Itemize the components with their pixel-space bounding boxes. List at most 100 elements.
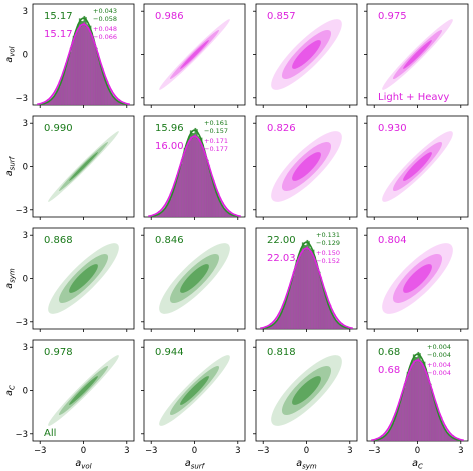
all-density-r2c1	[159, 243, 230, 314]
hist-bar-light-heavy	[446, 429, 449, 441]
y-tick-label: 0	[23, 51, 28, 61]
error-plus-light-heavy: +0.150	[316, 249, 340, 257]
hist-bar-light-heavy	[442, 421, 444, 441]
median-all: 15.96	[155, 123, 184, 134]
y-tick-labels-row-0: −3 0 3	[15, 7, 28, 104]
hist-bar-light-heavy	[423, 369, 426, 441]
hist-bar-light-heavy	[97, 52, 100, 105]
light-heavy-density-r0c1	[159, 19, 230, 90]
hist-bar-light-heavy	[278, 311, 281, 329]
correlation-light-heavy: 0.804	[378, 235, 407, 246]
hist-bar-light-heavy	[66, 60, 69, 105]
hist-bar-light-heavy	[335, 317, 338, 329]
error-minus-light-heavy: −0.177	[204, 145, 228, 153]
hist-bar-light-heavy	[408, 369, 411, 441]
all-contour-3	[180, 376, 209, 405]
hist-bar-light-heavy	[80, 26, 83, 105]
hist-bar-light-heavy	[111, 90, 113, 105]
hist-bar-light-heavy	[95, 49, 98, 105]
marginal-histogram-2	[260, 239, 353, 329]
hist-bar-light-heavy	[191, 138, 194, 217]
hist-bar-light-heavy	[219, 197, 221, 217]
hist-bar-light-heavy	[402, 390, 404, 441]
marginal-curve-light-heavy	[260, 247, 353, 329]
hist-bar-light-heavy	[214, 186, 217, 217]
correlation-light-heavy: 0.975	[378, 11, 407, 22]
hist-bar-light-heavy	[400, 396, 403, 441]
all-density-r1c0	[48, 131, 119, 202]
light-heavy-contour-3	[403, 152, 432, 181]
x-axis-label-surf: asurf	[185, 458, 206, 471]
hist-bar-light-heavy	[61, 74, 64, 105]
y-tick-label: −3	[15, 206, 28, 216]
y-tick-label: 3	[23, 7, 28, 17]
hist-bar-light-heavy	[199, 138, 201, 217]
hist-bar-light-heavy	[414, 362, 417, 441]
hist-bar-light-heavy	[405, 381, 407, 441]
correlation-light-heavy: 0.857	[267, 11, 296, 22]
hist-bar-light-heavy	[426, 374, 429, 441]
hist-bar-light-heavy	[222, 202, 224, 217]
error-plus-light-heavy: +0.171	[204, 137, 228, 145]
hist-bar-light-heavy	[320, 276, 323, 329]
hist-bar-light-heavy	[92, 38, 95, 105]
y-tick-label: 3	[23, 119, 28, 129]
hist-bar-light-heavy	[83, 21, 86, 105]
correlation-all: 0.944	[155, 347, 184, 358]
y-axis-label-sym: asym	[4, 268, 17, 289]
all-density-r3c1	[159, 355, 230, 426]
x-tick-label: 3	[347, 446, 352, 456]
hist-bar-light-heavy	[55, 87, 58, 105]
hist-bar-light-heavy	[309, 251, 312, 329]
hist-bar-light-heavy	[412, 360, 415, 441]
light-heavy-contour-3	[403, 40, 432, 69]
hist-bar-light-heavy	[318, 273, 321, 329]
hist-bar-light-heavy	[217, 192, 220, 217]
x-tick-label: 0	[415, 446, 420, 456]
hist-bar-light-heavy	[200, 145, 203, 217]
hist-bar-light-heavy	[294, 269, 296, 329]
hist-bar-light-heavy	[291, 278, 293, 329]
hist-bar-light-heavy	[171, 188, 174, 217]
hist-bar-light-heavy	[288, 286, 290, 329]
x-tick-label: 3	[458, 446, 463, 456]
y-tick-label: 3	[23, 343, 28, 353]
hist-bar-light-heavy	[105, 77, 107, 105]
hist-bar-light-heavy	[109, 88, 112, 105]
marginal-curve-all	[148, 129, 241, 217]
hist-bar-light-heavy	[292, 271, 295, 329]
hist-bar-light-heavy	[272, 321, 275, 329]
hist-bar-light-heavy	[304, 249, 307, 329]
light-heavy-density-r2c3	[382, 243, 453, 314]
hist-bar-light-heavy	[434, 400, 437, 441]
error-plus-all: +0.131	[316, 231, 340, 239]
hist-bar-light-heavy	[435, 403, 438, 441]
hist-bar-light-heavy	[168, 197, 171, 217]
hist-bar-light-heavy	[328, 301, 330, 329]
hist-bar-light-heavy	[439, 413, 441, 441]
hist-bar-light-heavy	[180, 159, 183, 217]
hist-bar-light-heavy	[77, 30, 80, 105]
hist-bar-light-heavy	[428, 381, 431, 441]
hist-bar-light-heavy	[98, 60, 101, 105]
error-minus-light-heavy: −0.152	[316, 257, 340, 265]
hist-bar-light-heavy	[425, 372, 427, 441]
hist-bar-light-heavy	[166, 199, 169, 217]
hist-bar-light-heavy	[392, 417, 395, 441]
y-tick-label: 0	[23, 387, 28, 397]
marginal-curve-light-heavy	[148, 135, 241, 217]
hist-bar-light-heavy	[194, 133, 197, 217]
error-plus-all: +0.161	[204, 119, 228, 127]
error-plus-light-heavy: +0.004	[427, 361, 451, 369]
median-all: 0.68	[378, 347, 400, 358]
error-minus-all: −0.004	[427, 351, 451, 359]
x-tick-label: −3	[34, 446, 47, 456]
all-contour-3	[69, 152, 98, 181]
y-tick-label: −3	[15, 430, 28, 440]
hist-bar-light-heavy	[179, 166, 181, 217]
hist-bar-light-heavy	[383, 433, 386, 441]
correlation-all: 0.846	[155, 235, 184, 246]
hist-bar-light-heavy	[176, 174, 178, 217]
hist-bar-light-heavy	[283, 300, 286, 329]
hist-bar-light-heavy	[188, 142, 191, 217]
